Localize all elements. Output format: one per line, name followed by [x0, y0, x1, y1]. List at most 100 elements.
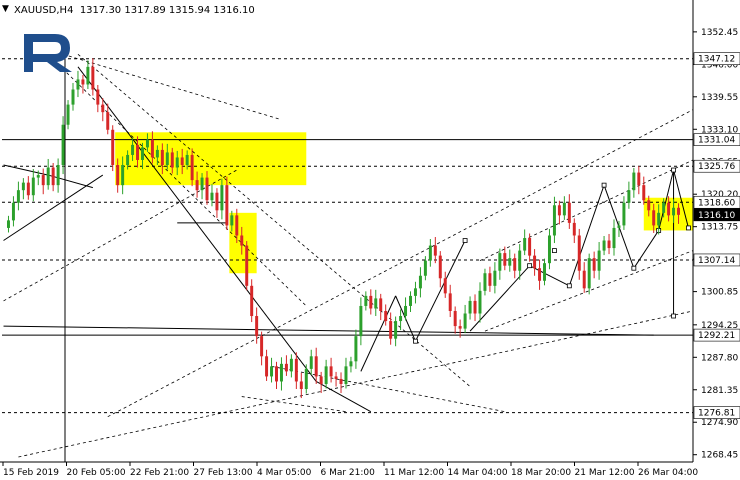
candle-body — [36, 175, 40, 178]
level-label: 1347.12 — [698, 55, 735, 65]
y-tick-label: 1320.20 — [701, 190, 738, 200]
candle-body — [215, 192, 219, 211]
candle-body — [235, 215, 239, 236]
candle-body — [632, 172, 636, 191]
level-label: 1331.04 — [698, 136, 735, 146]
trend-line — [3, 164, 49, 176]
trend-line — [673, 169, 689, 229]
candle-body — [16, 190, 20, 203]
candle-body — [165, 152, 169, 166]
candle-body — [150, 139, 154, 158]
candle-body — [458, 326, 462, 329]
pivot-marker — [631, 265, 637, 271]
candle-body — [587, 258, 591, 289]
level-label-box — [693, 52, 740, 65]
pivot-marker — [601, 182, 607, 188]
level-label: 1292.21 — [698, 331, 735, 341]
candle-body — [672, 207, 676, 216]
candle-body — [250, 285, 254, 317]
candle-body — [374, 298, 378, 309]
x-tick-label: 11 Mar 12:00 — [384, 468, 444, 478]
level-label-box — [693, 133, 740, 146]
candle-body — [513, 258, 517, 271]
candle-body — [423, 260, 427, 276]
candle-body — [572, 222, 576, 236]
dashed-trend-line — [271, 365, 505, 413]
pivot-marker — [552, 248, 557, 253]
level-label-box — [693, 208, 740, 222]
candle-body — [76, 79, 80, 90]
candle-body — [523, 238, 527, 251]
candle-body — [175, 157, 179, 168]
logo-stem — [24, 34, 33, 72]
x-tick-label: 20 Feb 05:00 — [67, 468, 126, 478]
candle-body — [364, 295, 368, 306]
x-tick-label: 18 Mar 20:00 — [511, 468, 571, 478]
trend-line — [529, 265, 570, 287]
candle-body — [538, 268, 542, 281]
pivot-marker — [566, 283, 572, 289]
trend-line — [360, 295, 397, 372]
candle-body — [270, 366, 274, 377]
candle-body — [225, 185, 229, 226]
candle-body — [577, 235, 581, 271]
dashed-trend-line — [57, 64, 307, 307]
pivot-marker — [462, 238, 468, 243]
candle-body — [597, 250, 601, 271]
trend-line — [568, 184, 605, 286]
logo-bowl — [33, 34, 72, 72]
candle-body — [428, 245, 432, 261]
level-label-box — [693, 195, 740, 209]
level-label-box — [693, 253, 740, 267]
candle-body — [473, 300, 477, 314]
level-label-box — [693, 406, 740, 419]
trend-line — [633, 230, 660, 269]
candle-body — [642, 185, 646, 201]
y-tick-label: 1281.35 — [701, 386, 738, 396]
candle-body — [265, 356, 269, 377]
x-tick-label: 21 Mar 12:00 — [575, 468, 635, 478]
candle-body — [289, 358, 293, 372]
x-tick-label: 14 Mar 04:00 — [448, 468, 508, 478]
y-tick-label: 1346.00 — [701, 60, 738, 70]
candle-body — [627, 190, 631, 203]
x-tick-label: 26 Mar 04:00 — [638, 468, 698, 478]
candle-body — [413, 288, 417, 296]
candle-body — [319, 376, 323, 384]
candle-body — [647, 200, 651, 211]
candle-body — [418, 275, 422, 289]
candle-body — [309, 356, 313, 369]
candle-body — [116, 165, 120, 186]
candle-body — [384, 310, 388, 322]
pivot-marker — [671, 167, 676, 173]
symbol-label: XAUUSD,H4 — [14, 5, 74, 16]
x-tick-label: 22 Feb 21:00 — [130, 468, 189, 478]
candle-body — [404, 305, 408, 317]
candles-layer — [6, 58, 681, 399]
candle-body — [160, 149, 164, 166]
dashed-trend-line — [62, 53, 282, 121]
candle-body — [349, 361, 353, 367]
y-tick-label: 1287.80 — [701, 353, 738, 363]
candle-body — [667, 202, 671, 216]
level-label-box — [693, 159, 740, 173]
candle-body — [394, 321, 398, 339]
brand-logo — [24, 34, 72, 72]
symbol-arrow-icon: ▼ — [2, 4, 9, 14]
trend-line — [3, 325, 654, 336]
candle-body — [275, 366, 278, 382]
level-lines-layer — [2, 58, 693, 414]
candle-body — [433, 245, 437, 256]
y-tick-label: 1333.10 — [701, 125, 738, 135]
candle-body — [304, 368, 308, 390]
candle-body — [443, 278, 447, 294]
x-tick-label: 6 Mar 21:00 — [321, 468, 376, 478]
candle-body — [21, 182, 25, 191]
dashed-trend-line — [484, 250, 694, 332]
candle-body — [255, 316, 259, 337]
candle-body — [622, 202, 626, 226]
candle-body — [41, 175, 45, 186]
candle-body — [592, 258, 596, 271]
candle-body — [438, 255, 442, 279]
